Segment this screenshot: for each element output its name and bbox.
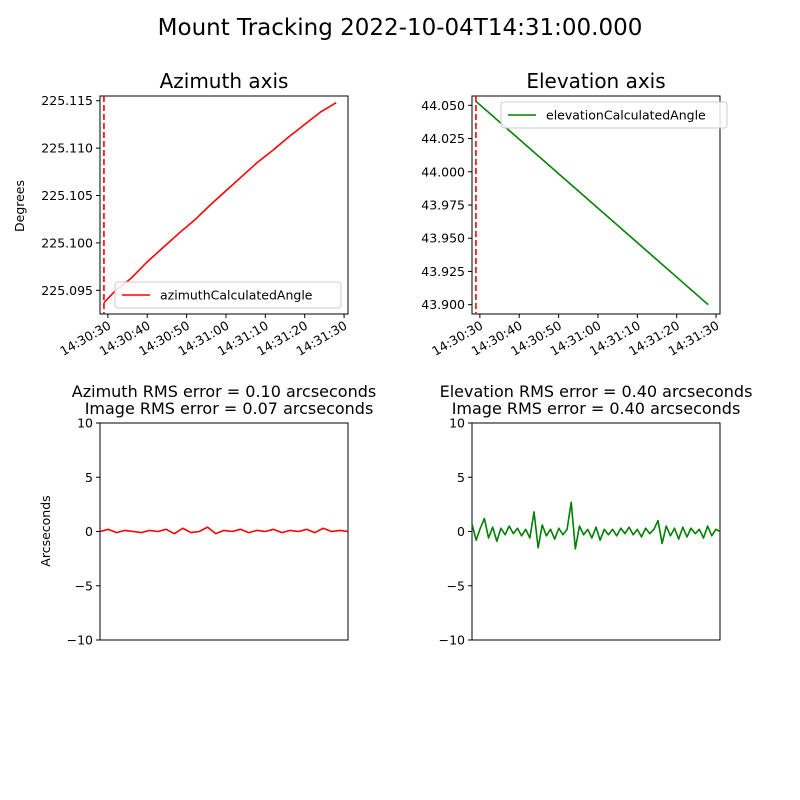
az-ytick-label: 225.095	[41, 283, 93, 298]
az-legend-label: azimuthCalculatedAngle	[160, 288, 313, 303]
el-ytick-label: 43.950	[421, 231, 465, 246]
azimuth-plot-area: 225.095225.100225.105225.110225.11514:30…	[41, 93, 349, 358]
elerr-ytick-label: −10	[439, 633, 465, 648]
azimuth-error-plot-area: −10 −5 0 5 10	[67, 416, 349, 648]
elevation-image-rms-subtitle: Image RMS error = 0.40 arcseconds	[452, 399, 741, 418]
azerr-ytick-label: −5	[75, 578, 93, 593]
elerr-ytick-label: 10	[449, 416, 465, 431]
az-ytick-label: 225.105	[41, 188, 93, 203]
elevation-axis-title: Elevation axis	[526, 69, 665, 93]
azimuth-image-rms-subtitle: Image RMS error = 0.07 arcseconds	[85, 399, 374, 418]
elerr-frame	[471, 422, 721, 641]
azerr-ytick-label: 5	[85, 470, 93, 485]
el-ytick-label: 43.925	[421, 264, 465, 279]
az-ytick-label: 225.100	[41, 235, 93, 250]
elevation-error-plot-area: −10 −5 0 5 10	[439, 416, 721, 648]
elevation-axis-panel: Elevation axis 43.90043.92543.95043.9754…	[421, 69, 728, 359]
el-ytick-label: 43.975	[421, 198, 465, 213]
el-frame	[471, 95, 721, 315]
el-ytick-label: 43.900	[421, 297, 465, 312]
azimuth-rms-title: Azimuth RMS error = 0.10 arcseconds	[72, 382, 376, 401]
elerr-ytick-label: 5	[457, 470, 465, 485]
elerr-ytick-label: 0	[457, 524, 465, 539]
az-legend-box	[114, 281, 342, 309]
el-series-line	[475, 100, 709, 306]
az-frame	[99, 95, 349, 315]
elerr-series-line	[471, 501, 721, 550]
azimuth-axis-panel: Azimuth axis Degrees 225.095 225.100 225.1…	[12, 69, 350, 359]
el-ytick-label: 44.000	[421, 164, 465, 179]
azimuth-error-ylabel: Arcseconds	[38, 495, 53, 566]
az-series-line	[103, 101, 337, 304]
azerr-ytick-label: −10	[67, 633, 93, 648]
el-legend: elevationCalculatedAngle	[500, 101, 728, 129]
az-ytick-label: 225.115	[41, 93, 93, 108]
figure-title: Mount Tracking 2022-10-04T14:31:00.000	[158, 15, 643, 41]
azerr-series-line	[99, 526, 349, 535]
az-legend: azimuthCalculatedAngle	[114, 281, 342, 309]
el-ytick-label: 44.050	[421, 98, 465, 113]
azimuth-error-panel: Azimuth RMS error = 0.10 arcseconds Imag…	[38, 382, 376, 648]
el-legend-label: elevationCalculatedAngle	[546, 108, 706, 123]
elevation-error-panel: Elevation RMS error = 0.40 arcseconds Im…	[439, 382, 753, 648]
azimuth-axis-title: Azimuth axis	[160, 69, 289, 93]
el-legend-box	[500, 101, 728, 129]
elerr-ytick-label: −5	[447, 578, 465, 593]
elevation-rms-title: Elevation RMS error = 0.40 arcseconds	[440, 382, 753, 401]
azerr-ytick-label: 0	[85, 524, 93, 539]
elevation-plot-area: 43.900 43.925 43.950 43.975 44.000 44.025 44.0…	[421, 95, 728, 359]
az-ytick-label: 225.110	[41, 141, 93, 156]
azimuth-ylabel: Degrees	[12, 180, 27, 232]
azerr-ytick-label: 10	[77, 416, 93, 431]
el-ytick-label: 44.025	[421, 131, 465, 146]
